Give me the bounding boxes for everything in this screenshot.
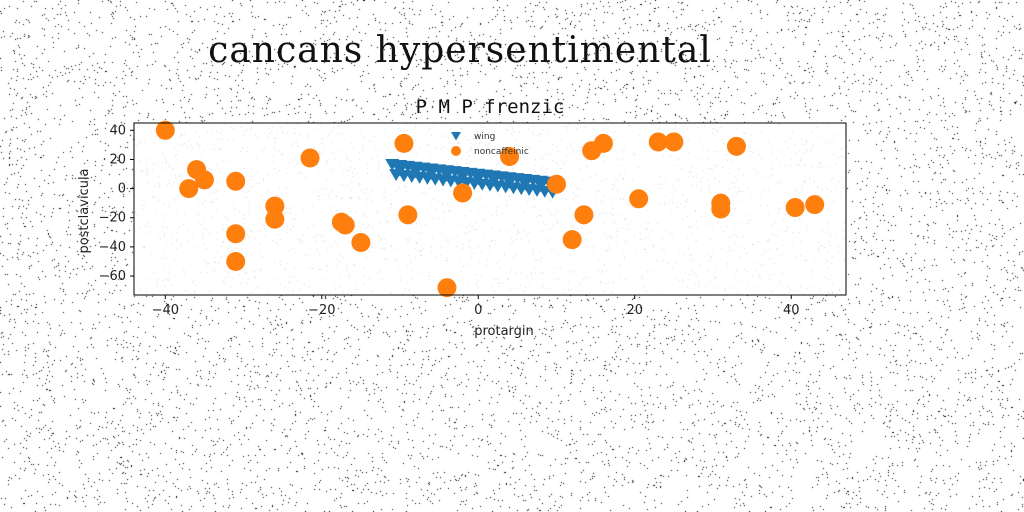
wing-point <box>455 171 470 184</box>
x-tick-label: 20 <box>626 303 643 318</box>
legend: wing noncaffeinic <box>451 132 529 157</box>
noncaffeinic-point <box>179 179 199 199</box>
axes-frame <box>133 122 847 296</box>
noncaffeinic-point <box>648 132 668 152</box>
noncaffeinic-point <box>335 215 355 235</box>
noncaffeinic-point <box>398 205 418 225</box>
noncaffeinic-point <box>265 209 285 229</box>
noncaffeinic-point <box>574 205 594 225</box>
noncaffeinic-point <box>155 120 175 140</box>
wing-point <box>518 178 533 191</box>
legend-marker-wing <box>451 132 461 141</box>
y-tick-label: 0 <box>118 182 126 197</box>
x-tick-label: 0 <box>474 303 482 318</box>
chart-title: P M P frenzic <box>416 96 565 118</box>
x-tick-label: −40 <box>152 303 179 318</box>
noncaffeinic-point <box>726 136 746 156</box>
noncaffeinic-point <box>453 183 473 203</box>
x-axis-label: protargin <box>474 324 534 339</box>
noncaffeinic-point <box>629 189 649 209</box>
x-tick-label: −20 <box>308 303 335 318</box>
series-wing <box>385 158 564 199</box>
wing-point <box>502 176 517 189</box>
noncaffeinic-point <box>500 147 520 167</box>
noncaffeinic-point <box>805 195 825 215</box>
wing-point <box>424 168 439 181</box>
legend-label-wing: wing <box>474 132 495 142</box>
axis-ticks: −40 −20 0 20 40 −60 −40 −20 0 20 40 <box>99 123 800 318</box>
wing-point <box>533 180 548 193</box>
noncaffeinic-point <box>394 133 414 153</box>
y-axis-label: postclavicula <box>77 168 92 253</box>
noncaffeinic-point <box>547 174 567 194</box>
noncaffeinic-point <box>300 148 320 168</box>
noncaffeinic-point <box>351 233 371 253</box>
series-noncaffeinic <box>155 120 825 298</box>
y-tick-label: −60 <box>99 269 126 284</box>
noncaffeinic-point <box>226 224 246 244</box>
noncaffeinic-point <box>265 196 285 216</box>
wing-point <box>439 169 454 182</box>
y-tick-label: 40 <box>109 123 126 138</box>
noncaffeinic-point <box>785 198 805 218</box>
noncaffeinic-point <box>226 171 246 191</box>
wing-point <box>471 173 486 186</box>
noncaffeinic-point <box>664 132 684 152</box>
legend-label-noncaffeinic: noncaffeinic <box>474 147 529 157</box>
noncaffeinic-point <box>711 199 731 219</box>
y-tick-label: −40 <box>99 240 126 255</box>
noncaffeinic-point <box>562 230 582 250</box>
wing-point <box>486 175 501 188</box>
noncaffeinic-point <box>194 170 214 190</box>
y-tick-label: 20 <box>109 152 126 167</box>
noncaffeinic-point <box>593 133 613 153</box>
wing-point <box>393 164 408 177</box>
page-title: cancans hypersentimental <box>208 30 712 71</box>
y-tick-label: −20 <box>99 211 126 226</box>
x-tick-label: 40 <box>783 303 800 318</box>
plot-area <box>134 120 846 298</box>
legend-marker-noncaffeinic <box>451 146 461 156</box>
wing-point <box>408 166 423 179</box>
noncaffeinic-point <box>226 251 246 271</box>
noncaffeinic-point <box>437 278 457 298</box>
